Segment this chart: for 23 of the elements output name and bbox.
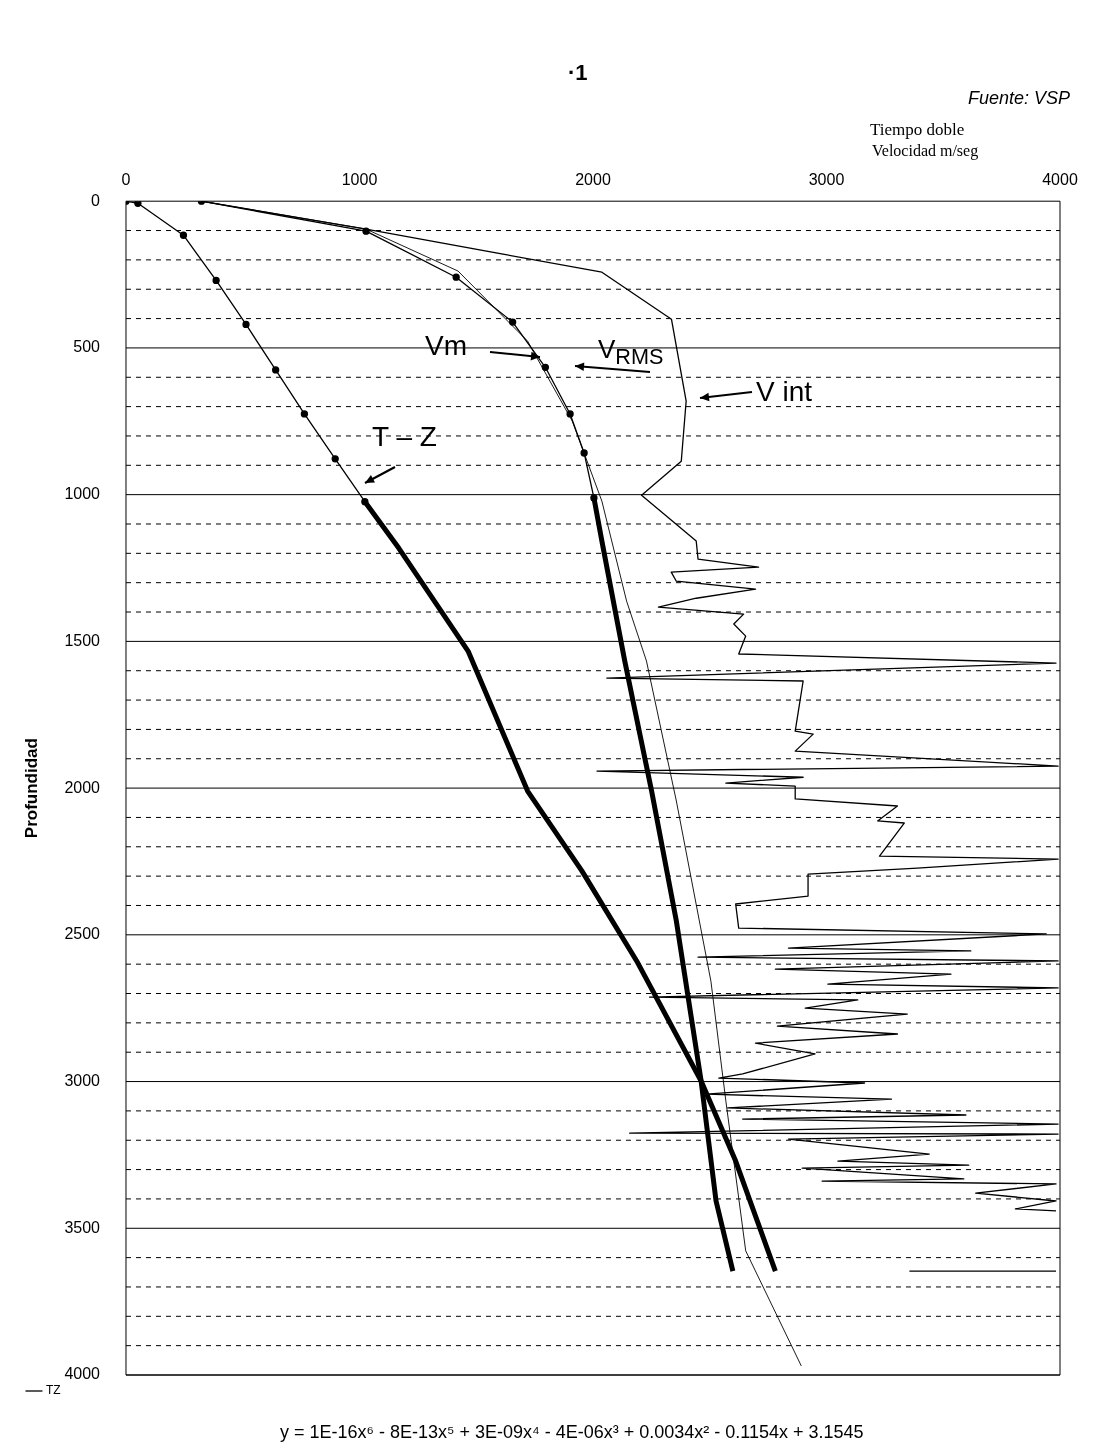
y-tick-label: 500 xyxy=(73,338,101,356)
text: Tiempo doble xyxy=(870,120,965,140)
annotation: T – Z xyxy=(372,421,437,453)
x-tick-label: 1000 xyxy=(341,171,378,189)
y-tick-label: 3500 xyxy=(64,1218,101,1236)
y-tick-label: 3000 xyxy=(64,1071,101,1089)
chart-title: ·1 xyxy=(568,60,588,86)
text: y = 1E-16x⁶ - 8E-13x⁵ + 3E-09x⁴ - 4E-06x³ + 0.0034x² - 0.1154x + 3.1545 xyxy=(280,1422,864,1443)
annotation: V int xyxy=(756,376,813,408)
x-tick-label: 0 xyxy=(121,171,131,189)
y-tick-label: 2000 xyxy=(64,778,101,796)
x-axis-title: Velocidad m/seg xyxy=(872,142,979,160)
y-axis-title: Profundidad xyxy=(21,738,41,839)
y-tick-label: 0 xyxy=(91,191,101,209)
y-tick-label: 1500 xyxy=(64,631,101,649)
x-tick-label: 2000 xyxy=(575,171,611,189)
y-tick-label: 4000 xyxy=(64,1365,101,1383)
x-tick-label: 4000 xyxy=(1042,171,1078,189)
y-tick-label: 2500 xyxy=(64,925,101,943)
source-note: Fuente: VSP xyxy=(967,88,1070,109)
y-tick-label: 1000 xyxy=(64,485,101,503)
x-tick-label: 3000 xyxy=(808,171,845,189)
legend-label: TZ xyxy=(46,1383,61,1398)
